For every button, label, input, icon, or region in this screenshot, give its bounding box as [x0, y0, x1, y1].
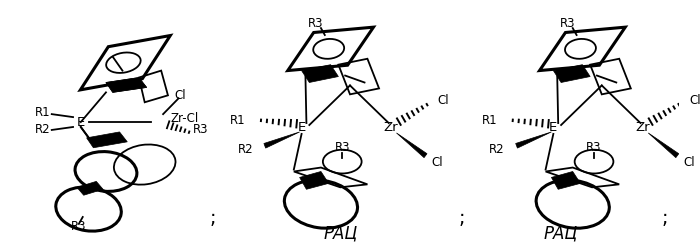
Text: ;: ; — [458, 209, 465, 229]
Polygon shape — [302, 65, 338, 82]
Text: R1: R1 — [482, 114, 497, 127]
Text: Zr-Cl: Zr-Cl — [171, 112, 199, 124]
Polygon shape — [264, 132, 300, 148]
Text: E: E — [298, 121, 306, 135]
Text: R3: R3 — [71, 220, 87, 233]
Text: E: E — [550, 121, 557, 135]
Text: РАЦ: РАЦ — [544, 225, 578, 243]
Text: R3: R3 — [587, 141, 602, 154]
Polygon shape — [396, 133, 427, 158]
Polygon shape — [77, 181, 103, 195]
Text: E: E — [77, 116, 85, 129]
Polygon shape — [106, 78, 146, 92]
Polygon shape — [648, 133, 679, 158]
Text: R3: R3 — [193, 123, 209, 136]
Polygon shape — [87, 132, 127, 148]
Text: R1: R1 — [230, 114, 246, 127]
Polygon shape — [552, 172, 580, 189]
Text: РАЦ: РАЦ — [323, 225, 358, 243]
Polygon shape — [516, 132, 552, 148]
Text: R3: R3 — [560, 17, 575, 30]
Text: R2: R2 — [237, 143, 253, 156]
Text: R3: R3 — [309, 17, 324, 30]
Text: Cl: Cl — [431, 156, 443, 169]
Text: R3: R3 — [335, 141, 350, 154]
Text: ;: ; — [662, 209, 668, 229]
Text: Zr: Zr — [384, 121, 398, 135]
Polygon shape — [300, 172, 329, 189]
Text: R2: R2 — [35, 123, 51, 136]
Text: Cl: Cl — [175, 89, 186, 102]
Text: ;: ; — [209, 209, 216, 229]
Text: R2: R2 — [489, 143, 505, 156]
Polygon shape — [554, 65, 590, 82]
Text: Cl: Cl — [689, 94, 700, 107]
Text: Zr: Zr — [635, 121, 650, 135]
Text: Cl: Cl — [437, 94, 449, 107]
Text: Cl: Cl — [683, 156, 694, 169]
Text: R1: R1 — [35, 106, 51, 119]
